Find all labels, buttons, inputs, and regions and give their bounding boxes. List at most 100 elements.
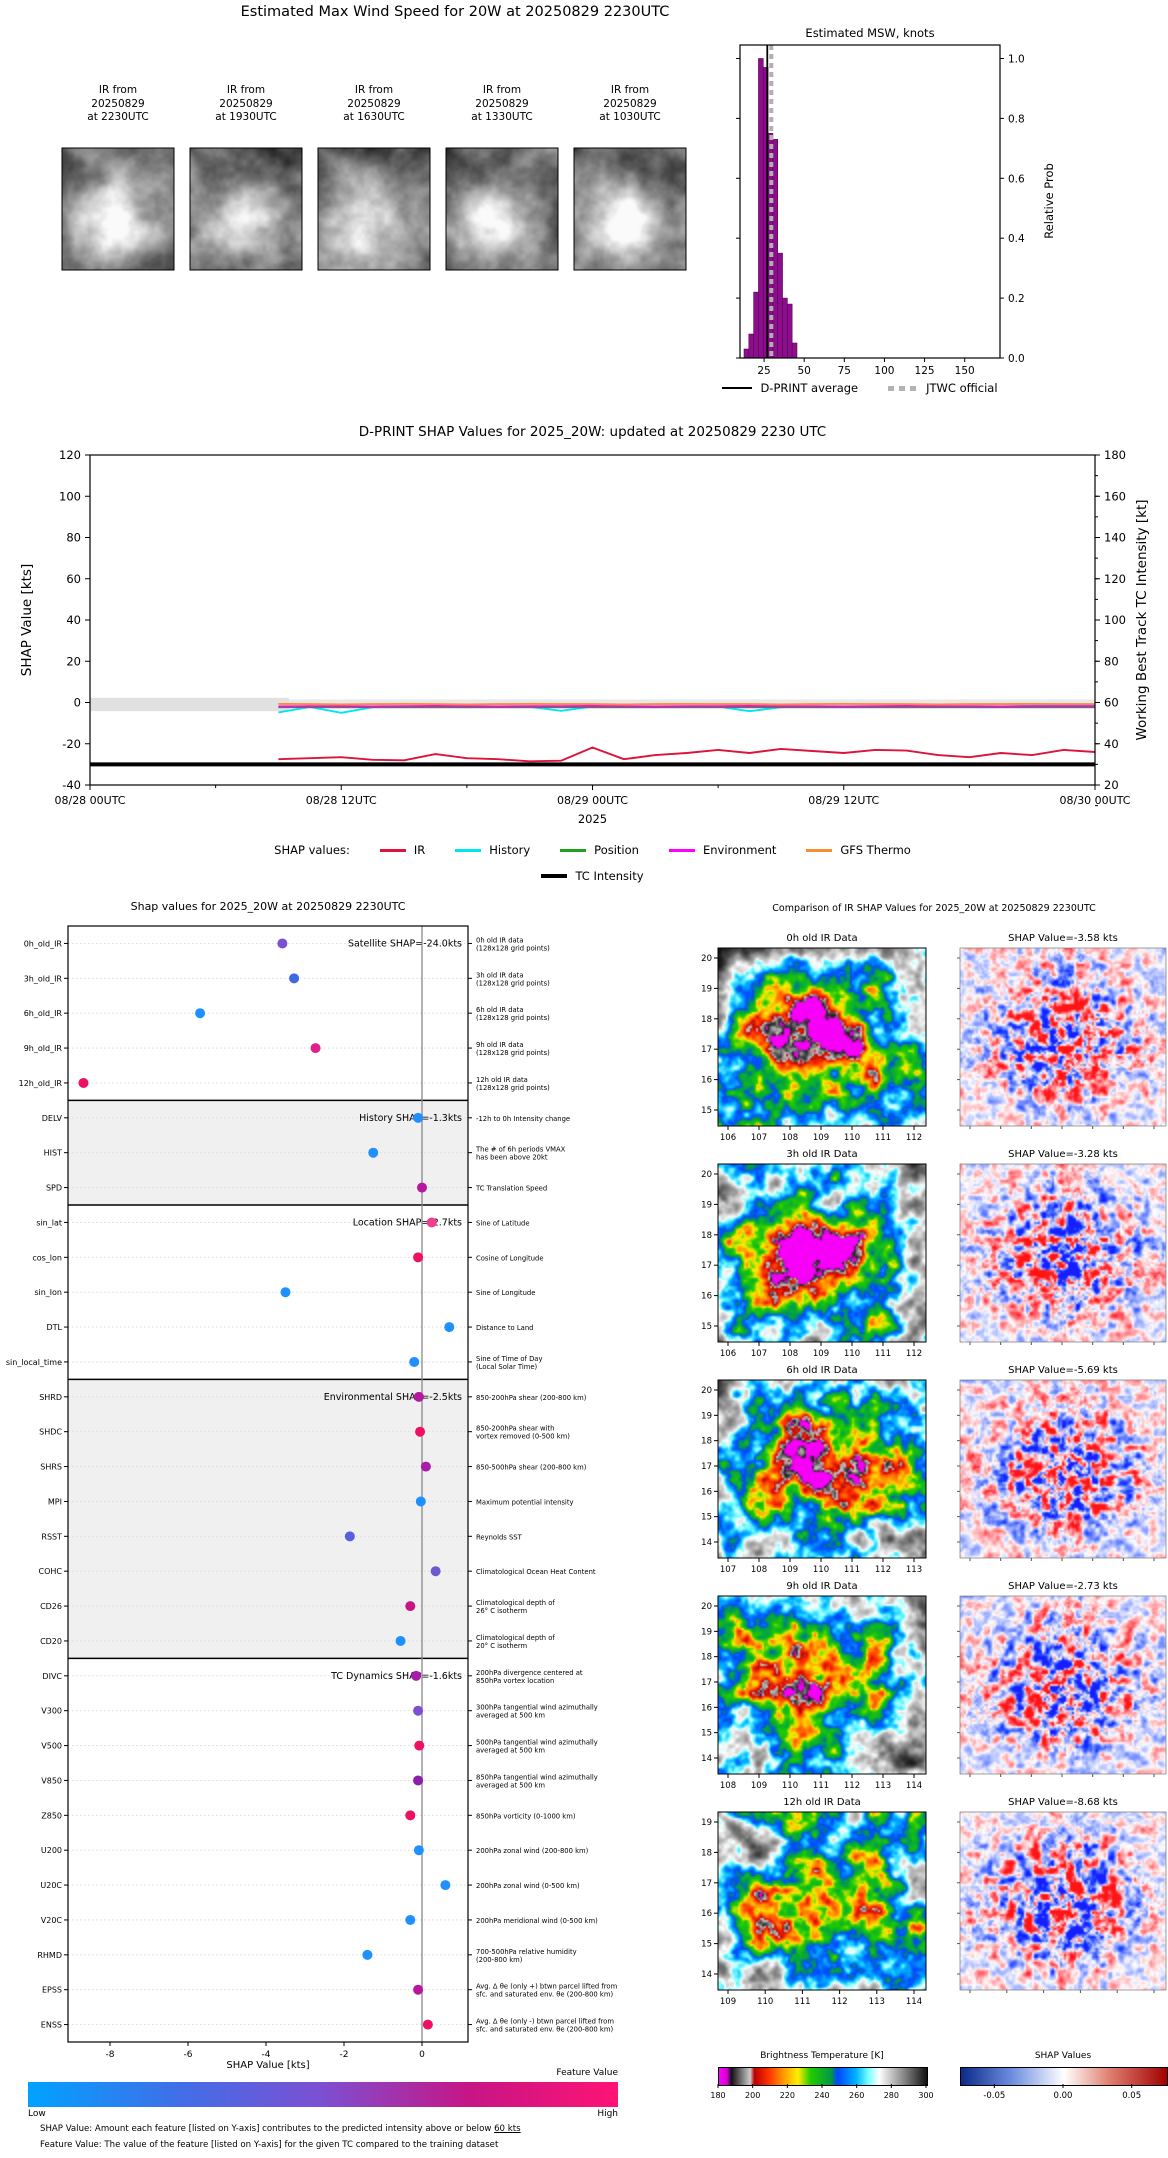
shap-value-title: SHAP Value=-3.28 kts	[1008, 1149, 1118, 1160]
page-title: Estimated Max Wind Speed for 20W at 2025…	[240, 4, 670, 20]
lat-tick-label: 18	[701, 1015, 712, 1025]
lat-tick-label: 18	[701, 1653, 712, 1663]
lat-tick-label: 19	[701, 1411, 712, 1421]
timeseries-xlabel: 2025	[577, 812, 608, 826]
lat-tick-label: 15	[701, 1940, 712, 1950]
environment-line-swatch	[668, 848, 695, 852]
feature-label: CD20	[40, 1637, 62, 1646]
histogram-title: Estimated MSW, knots	[805, 26, 935, 40]
ir-data-title: 12h old IR Data	[783, 1797, 861, 1808]
lat-tick-label: 14	[701, 1754, 712, 1764]
feature-description: 12h old IR data (128x128 grid points)	[476, 1076, 550, 1092]
group-shading	[68, 1379, 468, 1659]
lon-tick-label: 108	[782, 1133, 798, 1143]
msw-x-tick-label: 25	[757, 365, 770, 377]
shap-image-frame	[959, 1163, 1167, 1343]
shap-cbar-tick-label: 0.05	[1122, 2091, 1141, 2101]
feature-description: 0h old IR data (128x128 grid points)	[476, 936, 550, 952]
shap-dot-SHRD	[413, 1391, 424, 1402]
shap-dot-DIVC	[411, 1670, 422, 1681]
lat-tick-label: 15	[701, 1106, 712, 1116]
msw-histogram-bar	[772, 139, 779, 359]
lon-tick-label: 107	[751, 1133, 767, 1143]
shap-values-image	[960, 1812, 1166, 1990]
feature-label: 3h_old_IR	[24, 974, 63, 983]
ir-thumbnail-label: IR from 20250829 at 1330UTC	[471, 84, 533, 124]
legend-item-ir: IR	[379, 843, 425, 857]
feature-description: The # of 6h periods VMAX has been above 2…	[475, 1146, 566, 1162]
legend-label: GFS Thermo	[840, 843, 911, 857]
shap-dot-12h_old_IR	[78, 1077, 89, 1088]
feature-description: Distance to Land	[476, 1324, 533, 1332]
feature-label: CD26	[40, 1602, 62, 1611]
shap-value-title: SHAP Value=-3.58 kts	[1008, 933, 1118, 944]
feature-label: 6h_old_IR	[24, 1009, 63, 1018]
feature-label: V850	[41, 1776, 62, 1785]
dp-x-tick-label: -2	[340, 2050, 349, 2060]
shap-values-image	[960, 1596, 1166, 1774]
history-line-swatch	[455, 848, 482, 852]
legend-item-history: History	[455, 843, 530, 857]
lat-tick-label: 16	[701, 1703, 712, 1713]
shap-cbar-tick-label: 0.00	[1054, 2091, 1073, 2101]
legend-item-jtwc-official: JTWC official	[888, 381, 998, 395]
shap-value-title: SHAP Value=-5.69 kts	[1008, 1365, 1118, 1376]
msw-x-tick-label: 125	[915, 365, 935, 377]
msw-histogram-bar	[758, 58, 764, 359]
feature-label: DTL	[46, 1323, 62, 1332]
position-line-swatch	[560, 848, 587, 852]
msw-y-tick-label: 1.0	[1008, 53, 1025, 65]
feature-description: Sine of Latitude	[476, 1219, 530, 1227]
ts-x-tick-label: 08/28 00UTC	[54, 794, 125, 807]
ts-x-tick-label: 08/29 12UTC	[808, 794, 879, 807]
feature-description: 3h old IR data (128x128 grid points)	[476, 971, 550, 987]
lon-tick-label: 109	[813, 1349, 829, 1359]
shap-dot-HIST	[368, 1147, 379, 1158]
lat-tick-label: 15	[701, 1322, 712, 1332]
ir-data-image	[718, 1812, 926, 1990]
lat-tick-label: 15	[701, 1513, 712, 1523]
feature-description: Sine of Time of Day (Local Solar Time)	[476, 1355, 543, 1371]
ts-right-tick-label: 180	[1104, 448, 1126, 462]
ir-image-frame	[717, 947, 927, 1127]
bt-cbar-tick-label: 260	[849, 2091, 864, 2100]
shap-dot-sin_lon	[280, 1287, 291, 1298]
footnote-text: SHAP Value: Amount each feature [listed …	[40, 2124, 495, 2134]
lon-tick-label: 106	[720, 1133, 736, 1143]
zero-shap-band	[90, 697, 289, 712]
feature-description: Sine of Longitude	[476, 1289, 535, 1297]
feature-label: COHC	[39, 1567, 63, 1576]
feature-description: 700-500hPa relative humidity (200-800 km)	[476, 1948, 577, 1964]
bt-cbar-tick-label: 220	[780, 2091, 795, 2100]
ir-thumbnail-image	[62, 148, 174, 270]
msw-histogram-bar	[748, 333, 754, 359]
dprint-average-line-swatch	[722, 386, 753, 390]
lon-tick-label: 107	[751, 1349, 767, 1359]
shap-dot-6h_old_IR	[195, 1008, 206, 1019]
lon-tick-label: 110	[782, 1781, 798, 1791]
bt-cbar-tick-label: 300	[918, 2091, 933, 2100]
ts-left-tick-label: 60	[66, 572, 81, 586]
msw-y-tick-label: 0.8	[1008, 113, 1025, 125]
shap-values-image	[960, 1164, 1166, 1342]
msw-y-tick-label: 0.0	[1008, 353, 1025, 365]
lat-tick-label: 17	[701, 1879, 712, 1889]
lat-tick-label: 17	[701, 1462, 712, 1472]
lat-tick-label: 20	[701, 1386, 712, 1396]
shap-dot-EPSS	[413, 1984, 424, 1995]
jtwc-official-line-swatch	[888, 385, 919, 391]
ts-left-tick-label: -40	[62, 778, 81, 792]
lat-tick-label: 19	[701, 1818, 712, 1828]
ir-thumbnail-label: IR from 20250829 at 1930UTC	[215, 84, 277, 124]
msw-histogram-bar	[743, 348, 750, 359]
group-shap-label: Satellite SHAP=-24.0kts	[348, 938, 462, 949]
feature-description: 850-200hPa shear with vortex removed (0-5…	[476, 1425, 570, 1441]
ir-line-swatch	[379, 848, 406, 852]
lat-tick-label: 20	[701, 954, 712, 964]
shap-dot-V850	[413, 1775, 424, 1786]
ts-x-tick-label: 08/30 00UTC	[1059, 794, 1130, 807]
lat-tick-label: 16	[701, 1292, 712, 1302]
shap-dot-V20C	[405, 1914, 416, 1925]
feature-description: 200hPa meridional wind (0-500 km)	[476, 1917, 598, 1925]
lat-tick-label: 14	[701, 1970, 712, 1980]
